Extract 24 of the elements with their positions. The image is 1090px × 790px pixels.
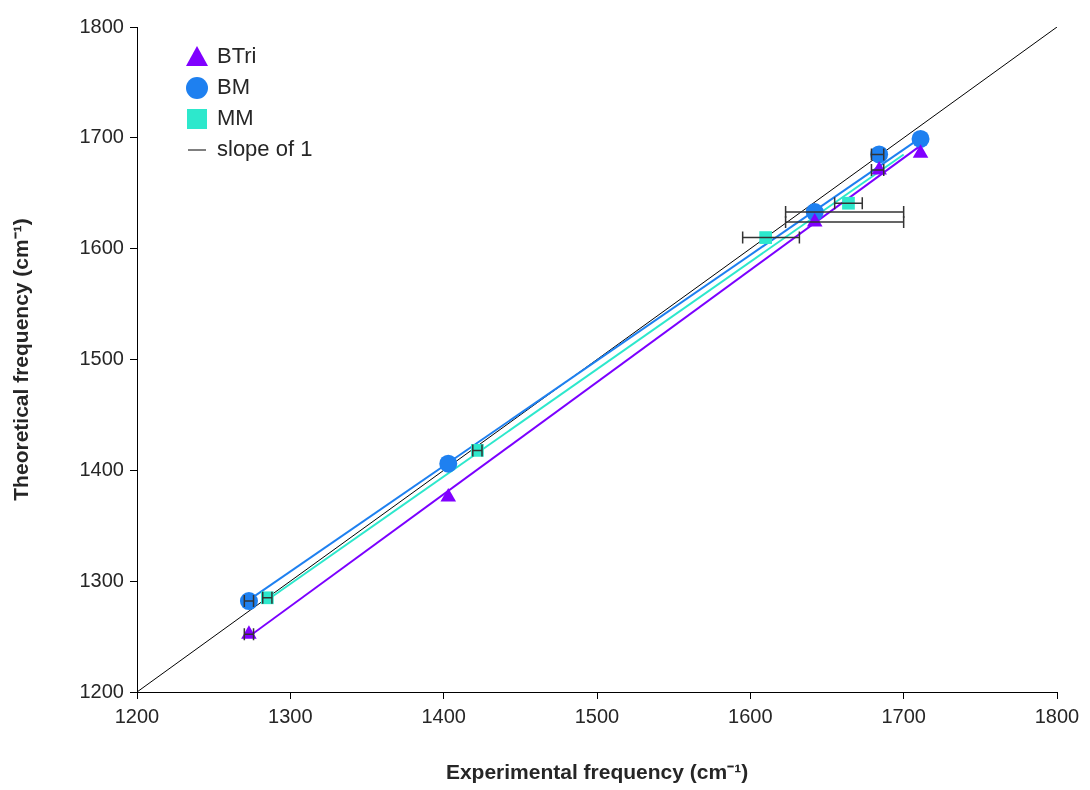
legend-label: BTri	[217, 43, 257, 69]
x-tick-label: 1500	[574, 704, 620, 727]
point	[911, 129, 930, 148]
y-axis-title: Theoretical frequency (cm⁻¹)	[9, 218, 33, 501]
point	[759, 231, 773, 244]
x-tick-label: 1400	[421, 704, 466, 727]
legend-label: BM	[217, 74, 250, 100]
y-tick-label: 1600	[79, 236, 124, 259]
x-axis-title: Experimental frequency (cm⁻¹)	[445, 760, 749, 784]
y-tick-label: 1300	[79, 568, 124, 591]
point	[439, 454, 458, 473]
y-tick-label: 1700	[79, 125, 124, 148]
x-tick-label: 1200	[114, 704, 160, 727]
x-tick-label: 1300	[268, 704, 313, 727]
legend-label: slope of 1	[217, 136, 313, 162]
x-tick-label: 1800	[1034, 704, 1080, 727]
legend-label: MM	[217, 105, 254, 131]
y-tick-label: 1500	[79, 347, 124, 370]
y-tick-label: 1800	[79, 14, 124, 37]
x-tick-label: 1600	[728, 704, 773, 727]
y-tick-label: 1200	[79, 679, 124, 702]
x-tick-label: 1700	[881, 704, 926, 727]
y-tick-label: 1400	[79, 457, 124, 480]
point	[440, 487, 457, 502]
